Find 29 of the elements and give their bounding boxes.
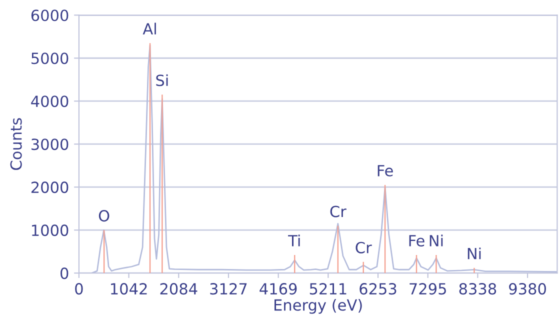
y-tick-label: 4000 bbox=[31, 96, 68, 108]
annotation: Cr bbox=[356, 242, 372, 254]
x-tick-label: 8338 bbox=[459, 283, 496, 295]
x-tick-label: 1042 bbox=[111, 283, 147, 295]
y-tick-label: 1000 bbox=[32, 224, 68, 236]
annotation: Ti bbox=[288, 234, 300, 246]
x-tick-label: 5211 bbox=[310, 283, 346, 295]
x-tick-label: 2084 bbox=[160, 283, 198, 295]
x-tick-label: 0 bbox=[75, 283, 83, 295]
x-axis-title: Energy (eV) bbox=[274, 298, 362, 314]
y-tick-label: 6000 bbox=[31, 10, 68, 22]
x-tick-label: 9380 bbox=[509, 283, 546, 295]
x-tick-label: 3127 bbox=[210, 283, 247, 295]
annotation: Ni bbox=[430, 234, 443, 246]
y-tick-label: 0 bbox=[60, 268, 68, 280]
x-tick-label: 4169 bbox=[260, 283, 297, 295]
x-tick-label: 6253 bbox=[360, 283, 396, 295]
y-axis-title: Counts bbox=[10, 118, 22, 170]
y-tick-label: 5000 bbox=[32, 52, 68, 64]
annotation: Ni bbox=[468, 248, 481, 260]
x-tick-label: 7295 bbox=[410, 283, 446, 295]
annotation: Cr bbox=[330, 206, 346, 218]
annotation: Si bbox=[156, 74, 168, 86]
annotation: Al bbox=[142, 22, 156, 34]
y-tick-label: 3000 bbox=[32, 138, 68, 150]
annotation: O bbox=[98, 210, 110, 222]
y-tick-label: 2000 bbox=[31, 182, 68, 194]
annotation: Fe bbox=[378, 165, 393, 176]
annotation: Fe bbox=[409, 235, 424, 246]
